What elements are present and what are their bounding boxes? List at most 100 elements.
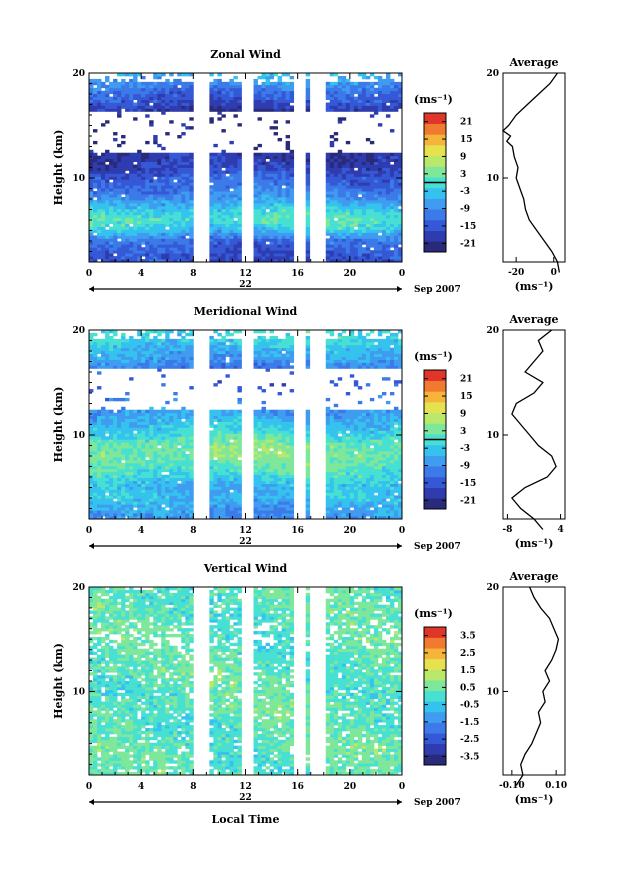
heatmap-cell — [265, 152, 270, 157]
heatmap-cell — [261, 445, 266, 449]
heatmap-cell — [385, 93, 391, 98]
heatmap-cell — [181, 501, 186, 505]
heatmap-cell — [109, 211, 114, 216]
heatmap-cell — [361, 474, 367, 479]
heatmap-cell — [389, 102, 395, 106]
heatmap-cell — [157, 223, 162, 227]
heatmap-cell — [97, 223, 102, 227]
heatmap-cell — [237, 513, 242, 517]
heatmap-cell — [145, 84, 150, 89]
heatmap-cell — [89, 483, 94, 487]
heatmap-cell — [181, 516, 186, 520]
heatmap-cell — [113, 191, 118, 195]
heatmap-cell — [165, 102, 170, 106]
heatmap-cell — [209, 194, 214, 198]
heatmap-cell — [305, 105, 311, 109]
heatmap-cell — [281, 510, 287, 514]
heatmap-cell — [385, 75, 391, 80]
heatmap-cell — [101, 217, 106, 222]
heatmap-cell — [377, 123, 383, 127]
heatmap-cell — [389, 155, 395, 160]
heatmap-cell — [305, 232, 311, 236]
heatmap-cell — [101, 102, 106, 106]
heatmap-cell — [353, 492, 359, 496]
heatmap-cell — [89, 459, 94, 464]
heatmap-cell — [325, 191, 331, 195]
heatmap-cell — [121, 185, 126, 189]
heatmap-cell — [329, 170, 335, 174]
heatmap-cell — [93, 211, 98, 216]
heatmap-cell — [213, 161, 218, 165]
heatmap-cell — [229, 513, 234, 517]
heatmap-cell — [361, 229, 367, 233]
heatmap-cell — [385, 462, 391, 467]
heatmap-cell — [209, 495, 214, 499]
heatmap-cell — [97, 480, 102, 484]
heatmap-cell — [357, 256, 363, 260]
heatmap-cell — [121, 211, 126, 216]
heatmap-cell — [117, 170, 122, 174]
heatmap-cell — [133, 220, 138, 225]
heatmap-cell — [277, 208, 283, 213]
heatmap-cell — [173, 167, 178, 171]
heatmap-cell — [173, 507, 178, 511]
heatmap-cell — [289, 259, 295, 263]
heatmap-cell — [377, 179, 383, 183]
heatmap-cell — [389, 504, 395, 508]
heatmap-cell — [157, 471, 162, 476]
heatmap-cell — [349, 194, 355, 198]
heatmap-cell — [377, 247, 383, 251]
heatmap-cell — [353, 483, 359, 487]
heatmap-cell — [113, 179, 118, 183]
heatmap-cell — [393, 185, 399, 189]
heatmap-cell — [377, 451, 383, 455]
heatmap-cell — [153, 253, 158, 257]
heatmap-cell — [281, 158, 287, 162]
heatmap-cell — [229, 161, 234, 165]
heatmap-cell — [269, 152, 274, 157]
heatmap-cell — [369, 232, 375, 236]
heatmap-cell — [361, 513, 367, 517]
heatmap-cell — [253, 501, 258, 505]
heatmap-cell — [365, 235, 371, 239]
heatmap-cell — [129, 202, 134, 207]
heatmap-cell — [233, 179, 238, 183]
heatmap-cell — [285, 238, 291, 242]
heatmap-cell — [93, 229, 98, 233]
heatmap-cell — [149, 448, 154, 452]
heatmap-cell — [145, 442, 150, 446]
heatmap-cell — [113, 99, 118, 103]
heatmap-cell — [381, 436, 387, 440]
heatmap-cell — [161, 498, 166, 502]
heatmap-cell — [273, 513, 278, 517]
heatmap-cell — [145, 155, 150, 160]
heatmap-cell — [165, 501, 170, 505]
heatmap-cell — [285, 205, 291, 210]
heatmap-cell — [349, 105, 355, 109]
heatmap-cell — [265, 197, 270, 201]
heatmap-cell — [233, 158, 238, 162]
heatmap-cell — [361, 501, 367, 505]
heatmap-cell — [181, 480, 186, 484]
heatmap-cell — [377, 81, 383, 86]
heatmap-cell — [121, 84, 126, 89]
heatmap-cell — [101, 471, 106, 476]
heatmap-cell — [353, 179, 359, 183]
heatmap-cell — [169, 516, 174, 520]
heatmap-cell — [89, 87, 94, 92]
heatmap-cell — [101, 176, 106, 180]
heatmap-cell — [265, 474, 270, 479]
heatmap-cell — [209, 108, 214, 112]
heatmap-cell — [369, 173, 375, 177]
heatmap-cell — [181, 179, 186, 183]
heatmap-cell — [361, 202, 367, 207]
heatmap-cell — [137, 445, 142, 449]
heatmap-cell — [393, 442, 399, 446]
heatmap-cell — [357, 108, 363, 112]
heatmap-cell — [133, 439, 138, 443]
heatmap-cell — [397, 182, 403, 186]
heatmap-cell — [361, 205, 367, 210]
heatmap-cell — [369, 114, 375, 118]
heatmap-cell — [173, 158, 178, 162]
